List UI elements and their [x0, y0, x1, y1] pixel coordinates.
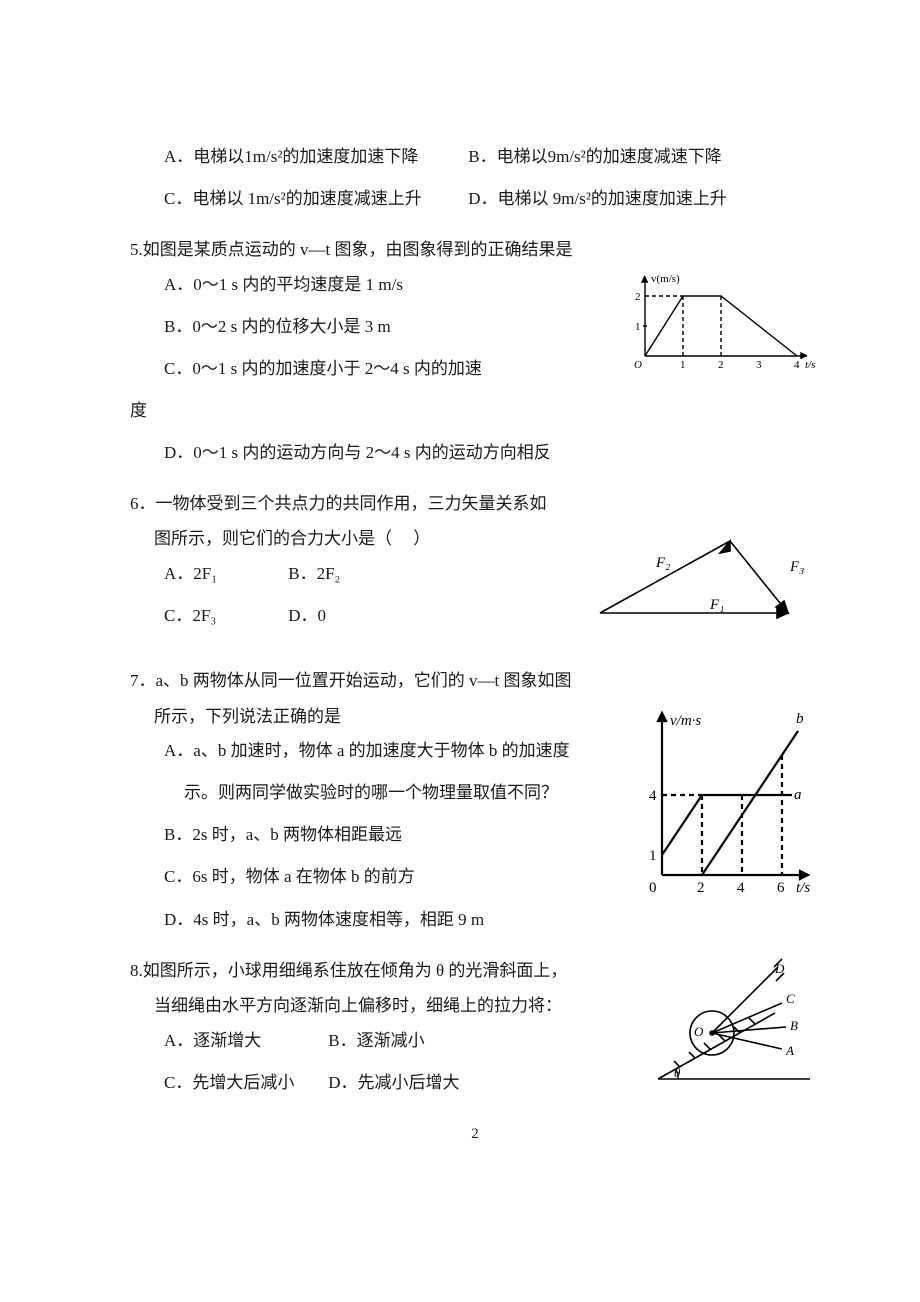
- q6-diagram: F₁ F₂ F₃: [580, 521, 820, 631]
- q7-stem2: 所示，下列说法正确的是: [130, 699, 640, 735]
- opt-5a: A．0～1 s 内的平均速度是 1 m/s: [130, 268, 625, 302]
- svg-text:1: 1: [680, 359, 686, 371]
- q8-stem1: 8.如图所示，小球用细绳系住放在倾角为 θ 的光滑斜面上，: [130, 953, 650, 989]
- question-5: 5.如图是某质点运动的 v—t 图象，由图象得到的正确结果是 A．0～1 s 内…: [130, 232, 820, 470]
- opt-5d: D．0～1 s 内的运动方向与 2～4 s 内的运动方向相反: [130, 436, 820, 470]
- opt-6b: B．2F₂: [288, 564, 340, 583]
- opt-8a: A．逐渐增大: [164, 1024, 324, 1058]
- incline-ball-icon: D C B A O θ: [650, 953, 820, 1093]
- label-a: a: [794, 787, 802, 803]
- opt-7c: C．6s 时，物体 a 在物体 b 的前方: [130, 860, 640, 894]
- opt-5b: B．0～2 s 内的位移大小是 3 m: [130, 310, 625, 344]
- svg-text:6: 6: [777, 880, 785, 896]
- option-row: C．电梯以 1m/s²的加速度减速上升 D．电梯以 9m/s²的加速度加速上升: [130, 182, 820, 216]
- opt-4a: A．电梯以1m/s²的加速度加速下降: [164, 140, 464, 174]
- svg-text:4: 4: [737, 880, 745, 896]
- svg-text:t/s: t/s: [796, 880, 810, 896]
- svg-text:t/s: t/s: [805, 359, 815, 371]
- question-6: 6．一物体受到三个共点力的共同作用，三力矢量关系如 图所示，则它们的合力大小是（…: [130, 486, 820, 641]
- opt-5c: C．0～1 s 内的加速度小于 2～4 s 内的加速: [130, 352, 625, 386]
- opt-8b: B．逐渐减小: [328, 1031, 424, 1050]
- label-D: D: [774, 961, 785, 976]
- svg-text:1: 1: [649, 848, 657, 864]
- svg-text:2: 2: [635, 291, 641, 303]
- label-f1: F₁: [709, 597, 724, 613]
- q8-diagram: D C B A O θ: [650, 953, 820, 1093]
- label-f3: F₃: [789, 559, 804, 575]
- svg-text:O: O: [634, 359, 642, 371]
- q6-stem1: 6．一物体受到三个共点力的共同作用，三力矢量关系如: [130, 486, 820, 522]
- opt-6a: A．2F₁: [164, 557, 284, 591]
- opt-6c: C．2F₃: [164, 599, 284, 633]
- opt-5c-tail: 度: [130, 394, 820, 428]
- option-row: C．先增大后减小 D．先减小后增大: [130, 1066, 650, 1100]
- opt-4c: C．电梯以 1m/s²的加速度减速上升: [164, 182, 464, 216]
- svg-text:1: 1: [635, 321, 641, 333]
- option-row: C．2F₃ D．0: [130, 599, 580, 633]
- opt-6d: D．0: [288, 606, 326, 625]
- label-C: C: [786, 991, 795, 1006]
- ylabel: v(m/s): [651, 273, 680, 285]
- opt-7a-extra: 示。则两同学做实验时的哪一个物理量取值不同？: [130, 776, 640, 810]
- q7-stem1: 7．a、b 两物体从同一位置开始运动，它们的 v—t 图象如图: [130, 663, 820, 699]
- opt-4b: B．电梯以9m/s²的加速度减速下降: [468, 147, 722, 166]
- vector-triangle-icon: F₁ F₂ F₃: [580, 531, 810, 631]
- svg-text:2: 2: [697, 880, 705, 896]
- label-b: b: [796, 711, 804, 727]
- svg-text:3: 3: [756, 359, 762, 371]
- option-row: A．电梯以1m/s²的加速度加速下降 B．电梯以9m/s²的加速度减速下降: [130, 140, 820, 174]
- svg-text:2: 2: [718, 359, 724, 371]
- svg-text:4: 4: [649, 788, 657, 804]
- option-row: A．逐渐增大 B．逐渐减小: [130, 1024, 650, 1058]
- opt-8d: D．先减小后增大: [328, 1073, 459, 1092]
- vt-graph-icon: v(m/s) 2 1 O 1 2 3 4 t/s: [625, 268, 820, 378]
- opt-8c: C．先增大后减小: [164, 1066, 324, 1100]
- label-f2: F₂: [655, 555, 670, 571]
- opt-4d: D．电梯以 9m/s²的加速度加速上升: [468, 189, 727, 208]
- option-row: A．2F₁ B．2F₂: [130, 557, 580, 591]
- question-7: 7．a、b 两物体从同一位置开始运动，它们的 v—t 图象如图 所示，下列说法正…: [130, 663, 820, 937]
- opt-7b: B．2s 时，a、b 两物体相距最远: [130, 818, 640, 852]
- svg-text:0: 0: [649, 880, 657, 896]
- q5-stem: 5.如图是某质点运动的 v—t 图象，由图象得到的正确结果是: [130, 232, 820, 268]
- q7-chart: v/m·s b a 4 1 0 2 4 6 t/s: [640, 699, 820, 903]
- ylabel: v/m·s: [670, 713, 701, 729]
- label-A: A: [785, 1043, 794, 1058]
- label-B: B: [790, 1018, 798, 1033]
- page-number: 2: [130, 1126, 820, 1143]
- q6-stem2: 图所示，则它们的合力大小是（ ）: [130, 521, 580, 557]
- label-O: O: [694, 1024, 704, 1039]
- q4-options-continued: A．电梯以1m/s²的加速度加速下降 B．电梯以9m/s²的加速度减速下降 C．…: [130, 140, 820, 216]
- svg-text:4: 4: [794, 359, 800, 371]
- question-8: 8.如图所示，小球用细绳系住放在倾角为 θ 的光滑斜面上， 当细绳由水平方向逐渐…: [130, 953, 820, 1108]
- q5-chart: v(m/s) 2 1 O 1 2 3 4 t/s: [625, 268, 820, 378]
- opt-7d: D．4s 时，a、b 两物体速度相等，相距 9 m: [130, 903, 820, 937]
- q8-stem2: 当细绳由水平方向逐渐向上偏移时，细绳上的拉力将：: [130, 988, 650, 1024]
- opt-7a: A．a、b 加速时，物体 a 的加速度大于物体 b 的加速度: [130, 734, 640, 768]
- vt-graph-ab-icon: v/m·s b a 4 1 0 2 4 6 t/s: [640, 703, 820, 903]
